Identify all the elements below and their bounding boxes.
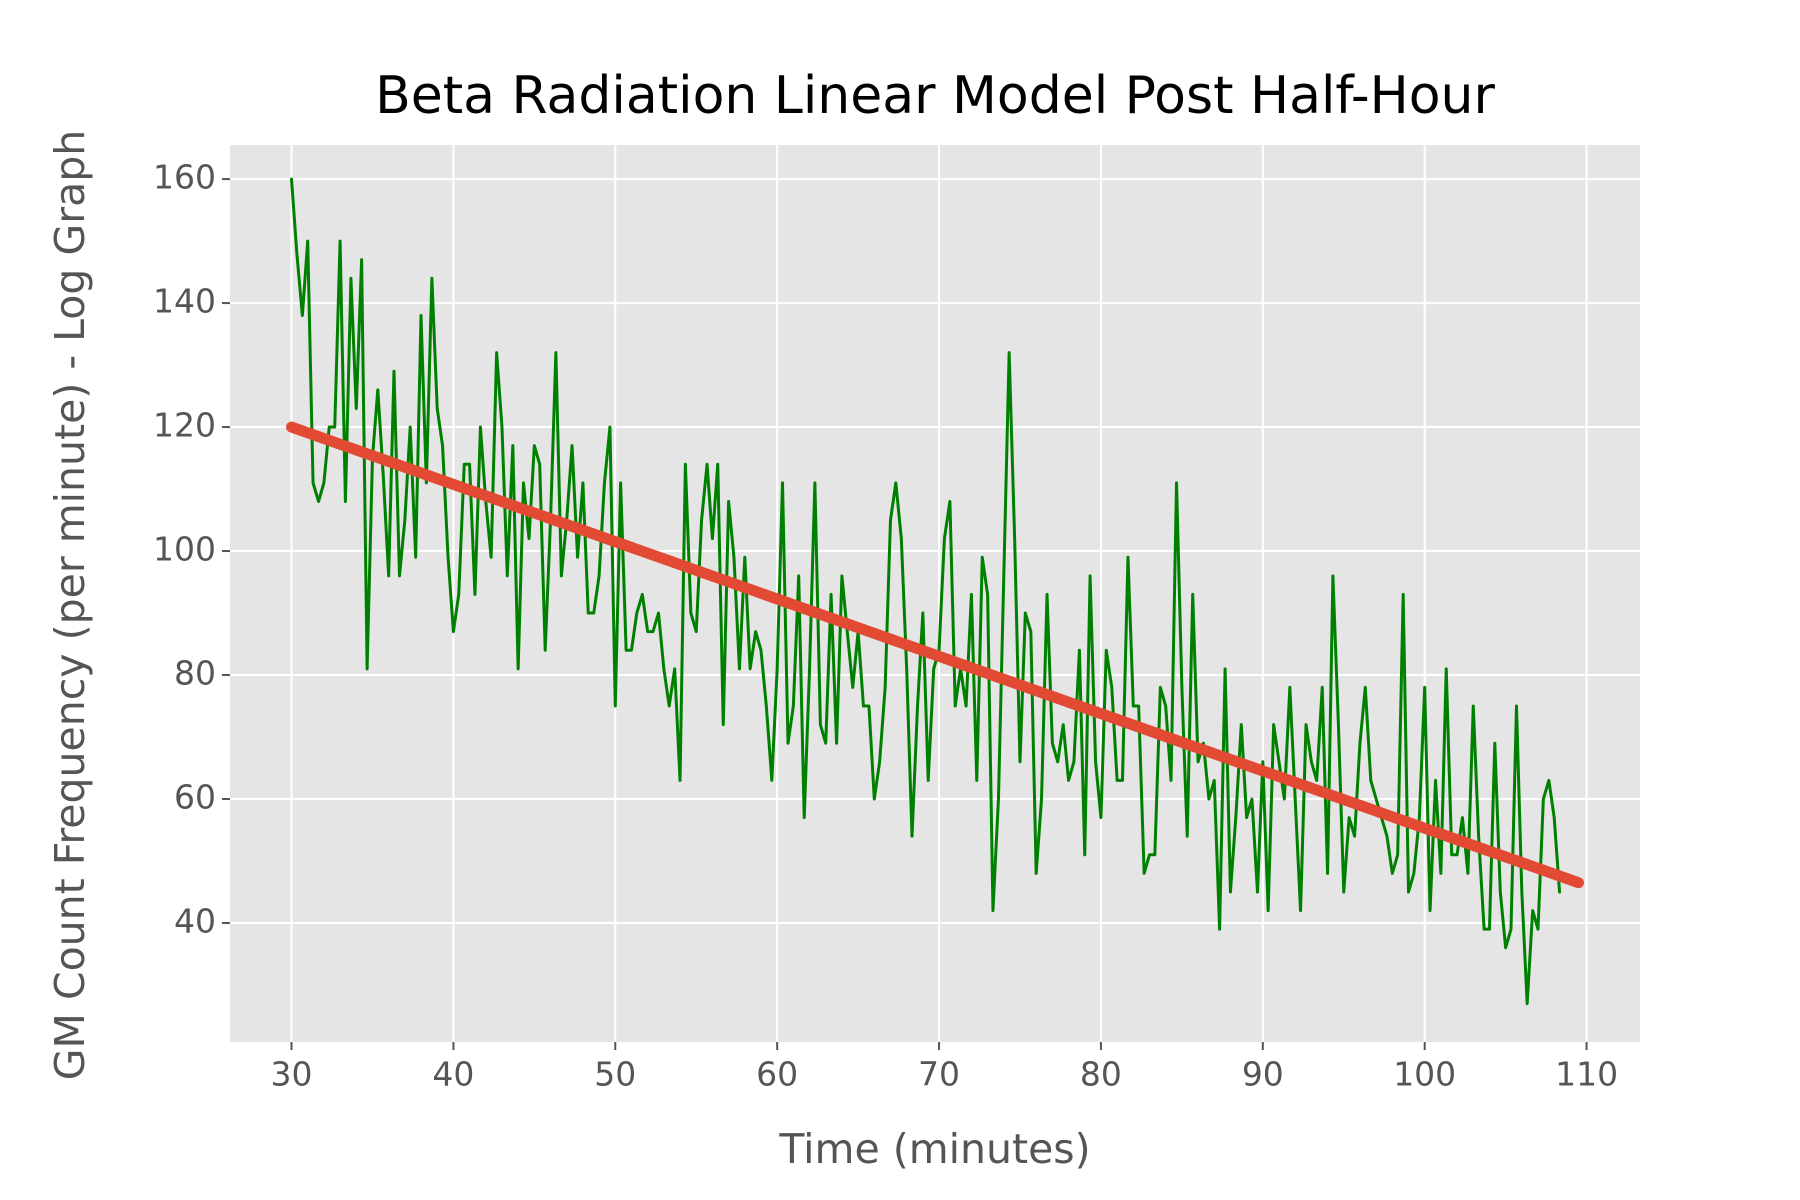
plot-area: [230, 145, 1640, 1042]
x-tick-label: 40: [432, 1055, 474, 1094]
data-line: [286, 421, 1584, 889]
y-tick-label: 120: [153, 406, 216, 445]
y-tick-label: 80: [174, 654, 216, 693]
x-tick-label: 50: [594, 1055, 636, 1094]
y-tick-label: 40: [174, 901, 216, 940]
y-tick-label: 140: [153, 282, 216, 321]
x-axis-label: Time (minutes): [778, 1125, 1090, 1173]
x-tick-label: 110: [1555, 1055, 1618, 1094]
y-tick-label: 160: [153, 158, 216, 197]
data-line: [290, 177, 1562, 1006]
x-tick-label: 90: [1242, 1055, 1284, 1094]
x-tick-label: 60: [756, 1055, 798, 1094]
x-tick-label: 70: [918, 1055, 960, 1094]
x-tick-label: 30: [271, 1055, 313, 1094]
y-tick-label: 100: [153, 530, 216, 569]
x-tick-label: 100: [1393, 1055, 1456, 1094]
chart-title: Beta Radiation Linear Model Post Half-Ho…: [375, 66, 1495, 126]
x-tick-label: 80: [1080, 1055, 1122, 1094]
y-tick-label: 60: [174, 777, 216, 816]
y-axis-label: GM Count Frequency (per minute) - Log Gr…: [46, 130, 94, 1080]
